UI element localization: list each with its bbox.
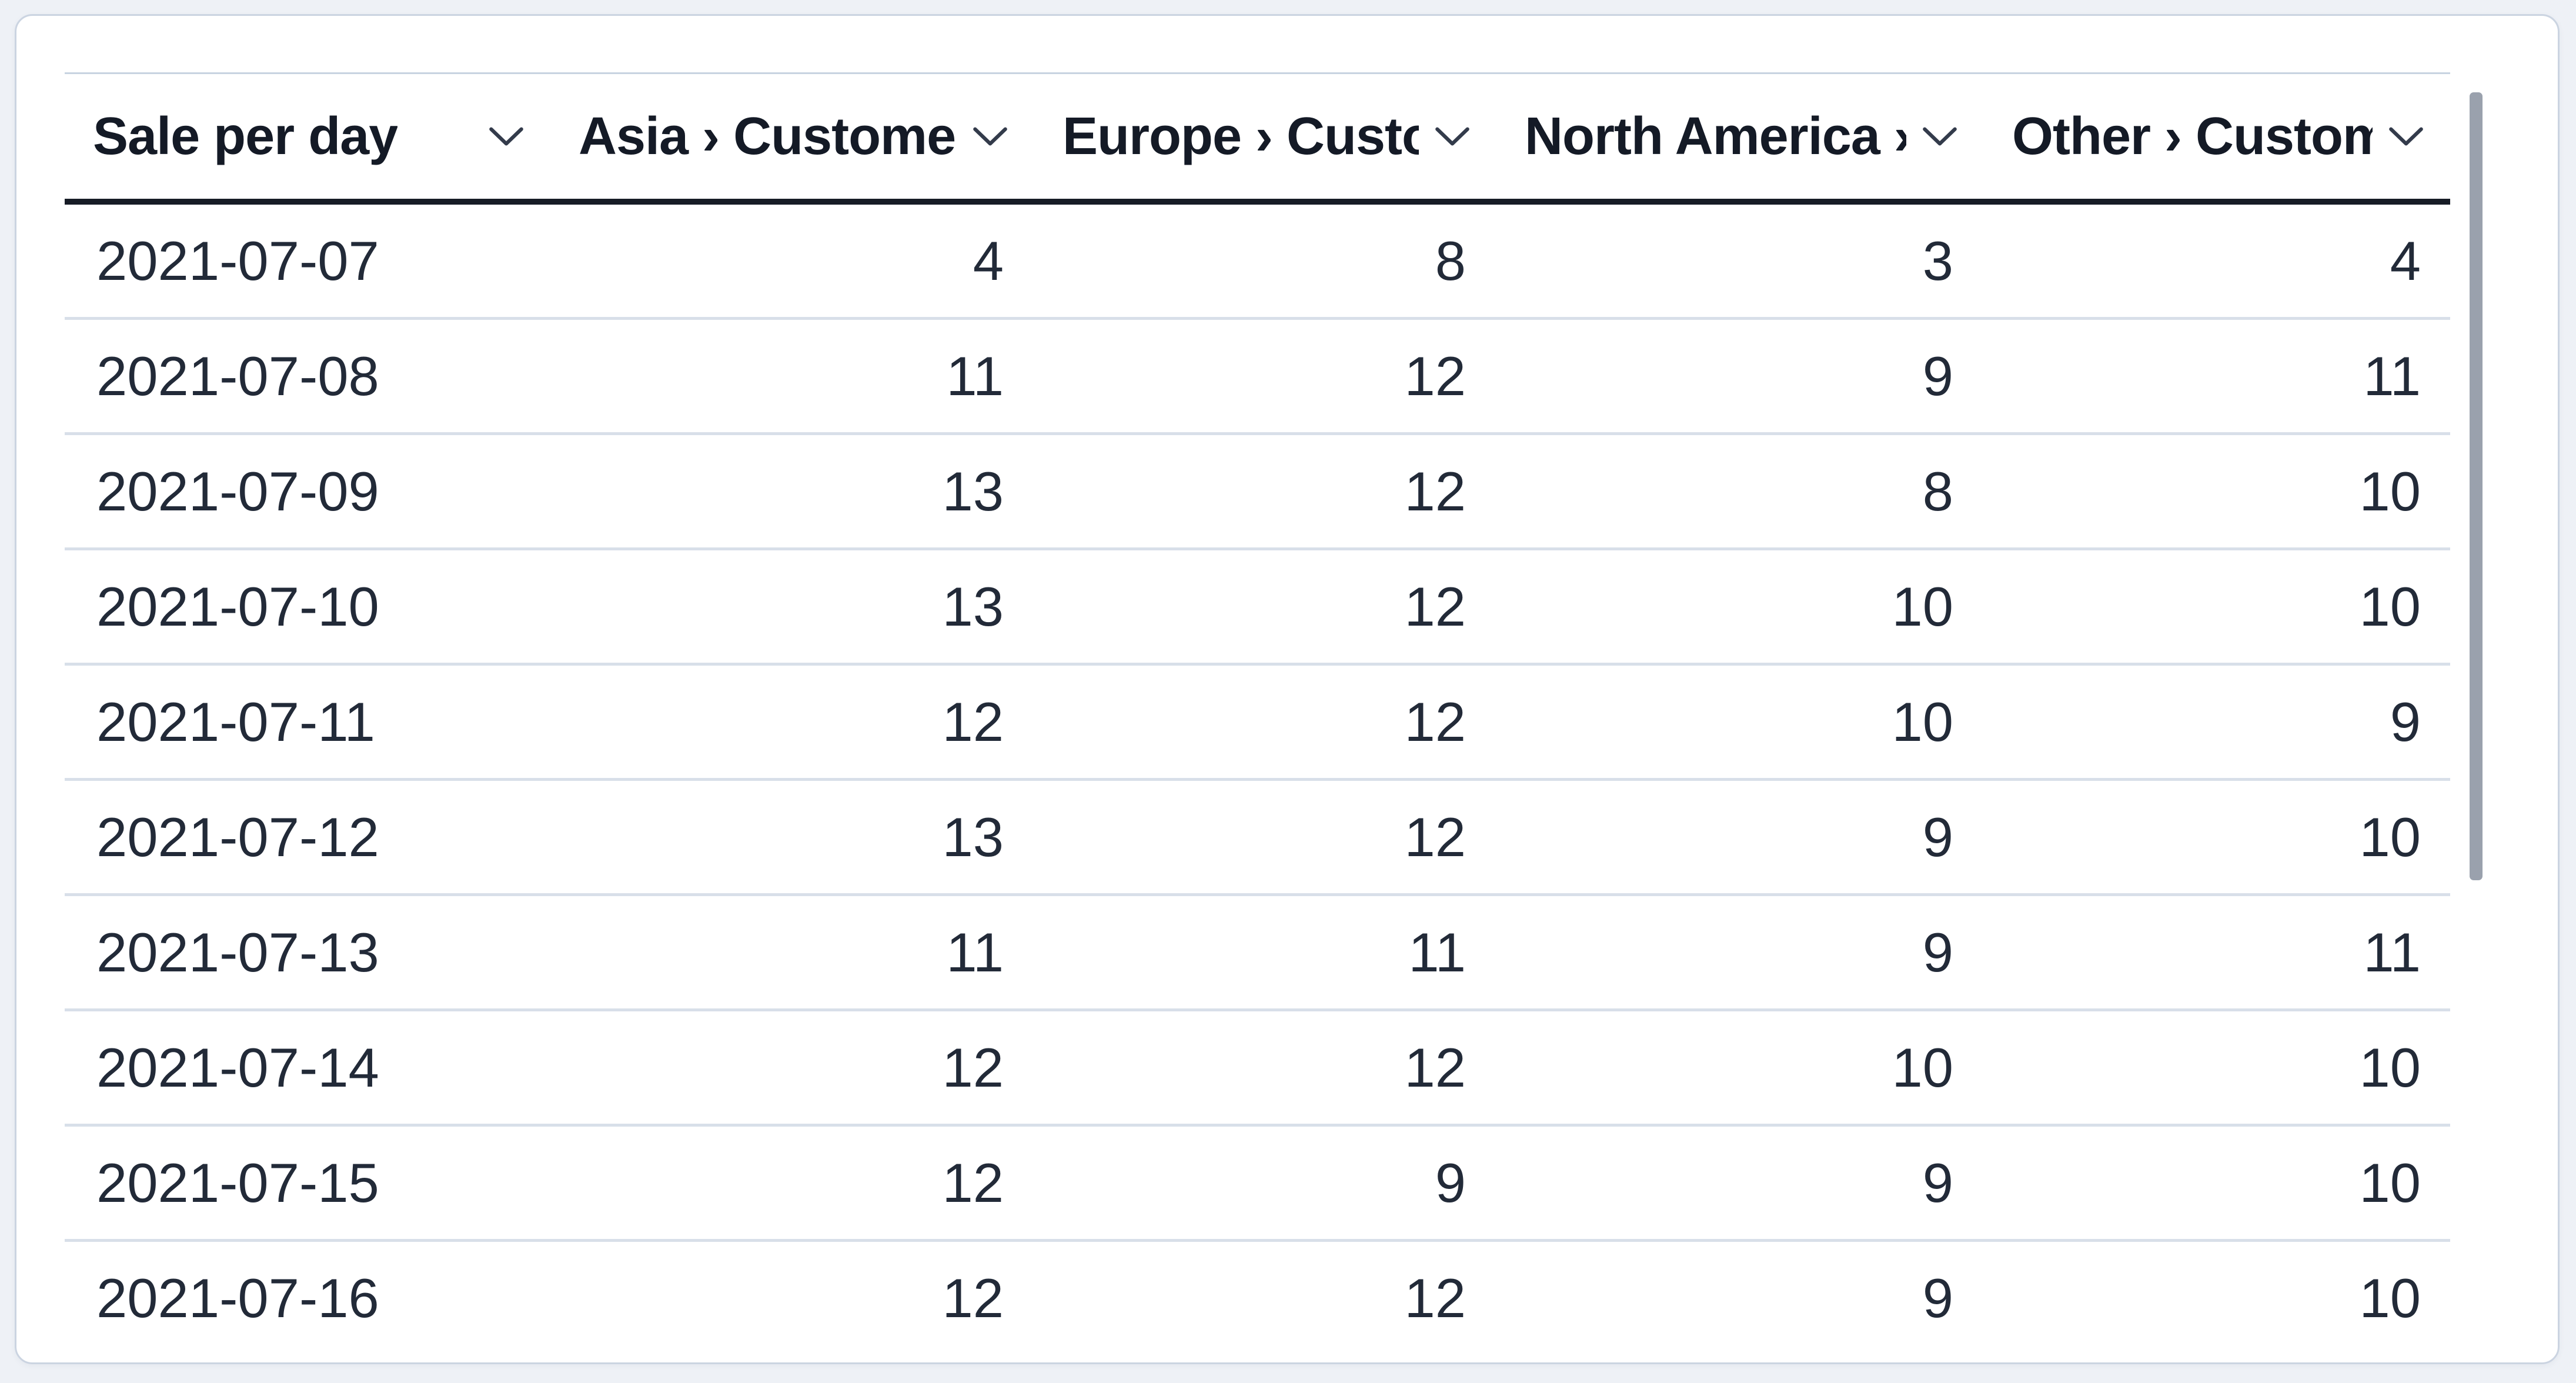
cell-asia-customers: 4 bbox=[973, 229, 1004, 292]
table-row[interactable]: 2021-07-15 12 9 9 10 bbox=[65, 1127, 2450, 1242]
cell-asia-customers: 11 bbox=[946, 345, 1004, 407]
cell-asia-customers: 11 bbox=[946, 921, 1004, 983]
table-row[interactable]: 2021-07-16 12 12 9 10 bbox=[65, 1242, 2450, 1354]
table-row[interactable]: 2021-07-07 4 8 3 4 bbox=[65, 205, 2450, 320]
column-header-other-customers[interactable]: Other › Custome bbox=[1984, 74, 2450, 199]
cell-north-america-customers: 9 bbox=[1922, 921, 1953, 983]
sale-per-day-table: Sale per day Asia › Customers Europe › C… bbox=[65, 72, 2450, 1354]
scrollbar-thumb[interactable] bbox=[2470, 92, 2483, 880]
column-header-label: Sale per day bbox=[93, 106, 398, 166]
cell-north-america-customers: 10 bbox=[1892, 1036, 1953, 1098]
cell-date: 2021-07-07 bbox=[96, 229, 379, 292]
cell-asia-customers: 13 bbox=[942, 460, 1004, 522]
cell-date: 2021-07-09 bbox=[96, 460, 379, 522]
cell-other-customers: 10 bbox=[2359, 806, 2421, 868]
data-table-card: Sale per day Asia › Customers Europe › C… bbox=[15, 14, 2560, 1364]
table-row[interactable]: 2021-07-14 12 12 10 10 bbox=[65, 1011, 2450, 1127]
table-row[interactable]: 2021-07-09 13 12 8 10 bbox=[65, 435, 2450, 550]
cell-asia-customers: 12 bbox=[942, 1036, 1004, 1098]
cell-other-customers: 10 bbox=[2359, 1036, 2421, 1098]
cell-europe-customers: 12 bbox=[1404, 1036, 1466, 1098]
cell-north-america-customers: 10 bbox=[1892, 575, 1953, 637]
column-header-label: Asia › Customers bbox=[579, 106, 957, 166]
cell-europe-customers: 12 bbox=[1404, 460, 1466, 522]
cell-europe-customers: 11 bbox=[1408, 921, 1466, 983]
cell-other-customers: 10 bbox=[2359, 575, 2421, 637]
cell-date: 2021-07-13 bbox=[96, 921, 379, 983]
table-header-row: Sale per day Asia › Customers Europe › C… bbox=[65, 74, 2450, 205]
cell-date: 2021-07-16 bbox=[96, 1267, 379, 1329]
cell-date: 2021-07-11 bbox=[96, 690, 375, 753]
cell-north-america-customers: 9 bbox=[1922, 1151, 1953, 1214]
cell-north-america-customers: 3 bbox=[1922, 229, 1953, 292]
chevron-down-icon[interactable] bbox=[2388, 125, 2424, 148]
cell-other-customers: 11 bbox=[2363, 921, 2421, 983]
cell-europe-customers: 12 bbox=[1404, 575, 1466, 637]
cell-europe-customers: 12 bbox=[1404, 806, 1466, 868]
chevron-down-icon[interactable] bbox=[1434, 125, 1471, 148]
cell-asia-customers: 13 bbox=[942, 806, 1004, 868]
vertical-scrollbar[interactable] bbox=[2470, 92, 2483, 1362]
table-row[interactable]: 2021-07-08 11 12 9 11 bbox=[65, 320, 2450, 435]
cell-north-america-customers: 9 bbox=[1922, 806, 1953, 868]
cell-asia-customers: 12 bbox=[942, 1267, 1004, 1329]
chevron-down-icon[interactable] bbox=[1922, 125, 1958, 148]
cell-other-customers: 10 bbox=[2359, 460, 2421, 522]
table-row[interactable]: 2021-07-12 13 12 9 10 bbox=[65, 781, 2450, 896]
table-row[interactable]: 2021-07-11 12 12 10 9 bbox=[65, 666, 2450, 781]
cell-other-customers: 9 bbox=[2390, 690, 2421, 753]
column-header-sale-per-day[interactable]: Sale per day bbox=[65, 74, 550, 199]
cell-europe-customers: 12 bbox=[1404, 690, 1466, 753]
cell-europe-customers: 9 bbox=[1435, 1151, 1466, 1214]
cell-north-america-customers: 8 bbox=[1922, 460, 1953, 522]
chevron-down-icon[interactable] bbox=[972, 125, 1008, 148]
cell-europe-customers: 12 bbox=[1404, 345, 1466, 407]
cell-date: 2021-07-10 bbox=[96, 575, 379, 637]
cell-date: 2021-07-14 bbox=[96, 1036, 379, 1098]
cell-date: 2021-07-08 bbox=[96, 345, 379, 407]
column-header-label: North America › bbox=[1525, 106, 1906, 166]
cell-north-america-customers: 9 bbox=[1922, 1267, 1953, 1329]
cell-north-america-customers: 10 bbox=[1892, 690, 1953, 753]
cell-europe-customers: 12 bbox=[1404, 1267, 1466, 1329]
column-header-europe-customers[interactable]: Europe › Custom bbox=[1034, 74, 1496, 199]
column-header-label: Other › Custome bbox=[2012, 106, 2373, 166]
cell-asia-customers: 12 bbox=[942, 690, 1004, 753]
column-header-asia-customers[interactable]: Asia › Customers bbox=[550, 74, 1034, 199]
chevron-down-icon[interactable] bbox=[488, 125, 524, 148]
column-header-north-america-customers[interactable]: North America › bbox=[1496, 74, 1984, 199]
cell-other-customers: 11 bbox=[2363, 345, 2421, 407]
cell-other-customers: 4 bbox=[2390, 229, 2421, 292]
cell-asia-customers: 13 bbox=[942, 575, 1004, 637]
table-body: 2021-07-07 4 8 3 4 2021-07-08 11 12 9 11… bbox=[65, 205, 2450, 1354]
cell-date: 2021-07-12 bbox=[96, 806, 379, 868]
table-row[interactable]: 2021-07-13 11 11 9 11 bbox=[65, 896, 2450, 1011]
cell-other-customers: 10 bbox=[2359, 1267, 2421, 1329]
cell-north-america-customers: 9 bbox=[1922, 345, 1953, 407]
column-header-label: Europe › Custom bbox=[1063, 106, 1419, 166]
cell-date: 2021-07-15 bbox=[96, 1151, 379, 1214]
cell-asia-customers: 12 bbox=[942, 1151, 1004, 1214]
cell-europe-customers: 8 bbox=[1435, 229, 1466, 292]
table-row[interactable]: 2021-07-10 13 12 10 10 bbox=[65, 550, 2450, 666]
cell-other-customers: 10 bbox=[2359, 1151, 2421, 1214]
